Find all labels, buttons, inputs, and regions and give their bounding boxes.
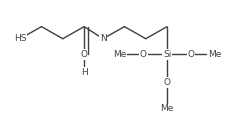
Text: HS: HS (14, 34, 26, 43)
Text: Me: Me (208, 50, 221, 59)
Text: O: O (187, 50, 194, 59)
Text: Me: Me (160, 104, 174, 113)
Text: Si: Si (163, 50, 171, 59)
Text: H: H (81, 68, 87, 77)
Text: O: O (164, 78, 171, 87)
Text: O: O (140, 50, 147, 59)
Text: HS: HS (14, 34, 26, 43)
Text: N: N (100, 34, 106, 43)
Text: O: O (81, 50, 88, 59)
Text: Me: Me (113, 50, 126, 59)
